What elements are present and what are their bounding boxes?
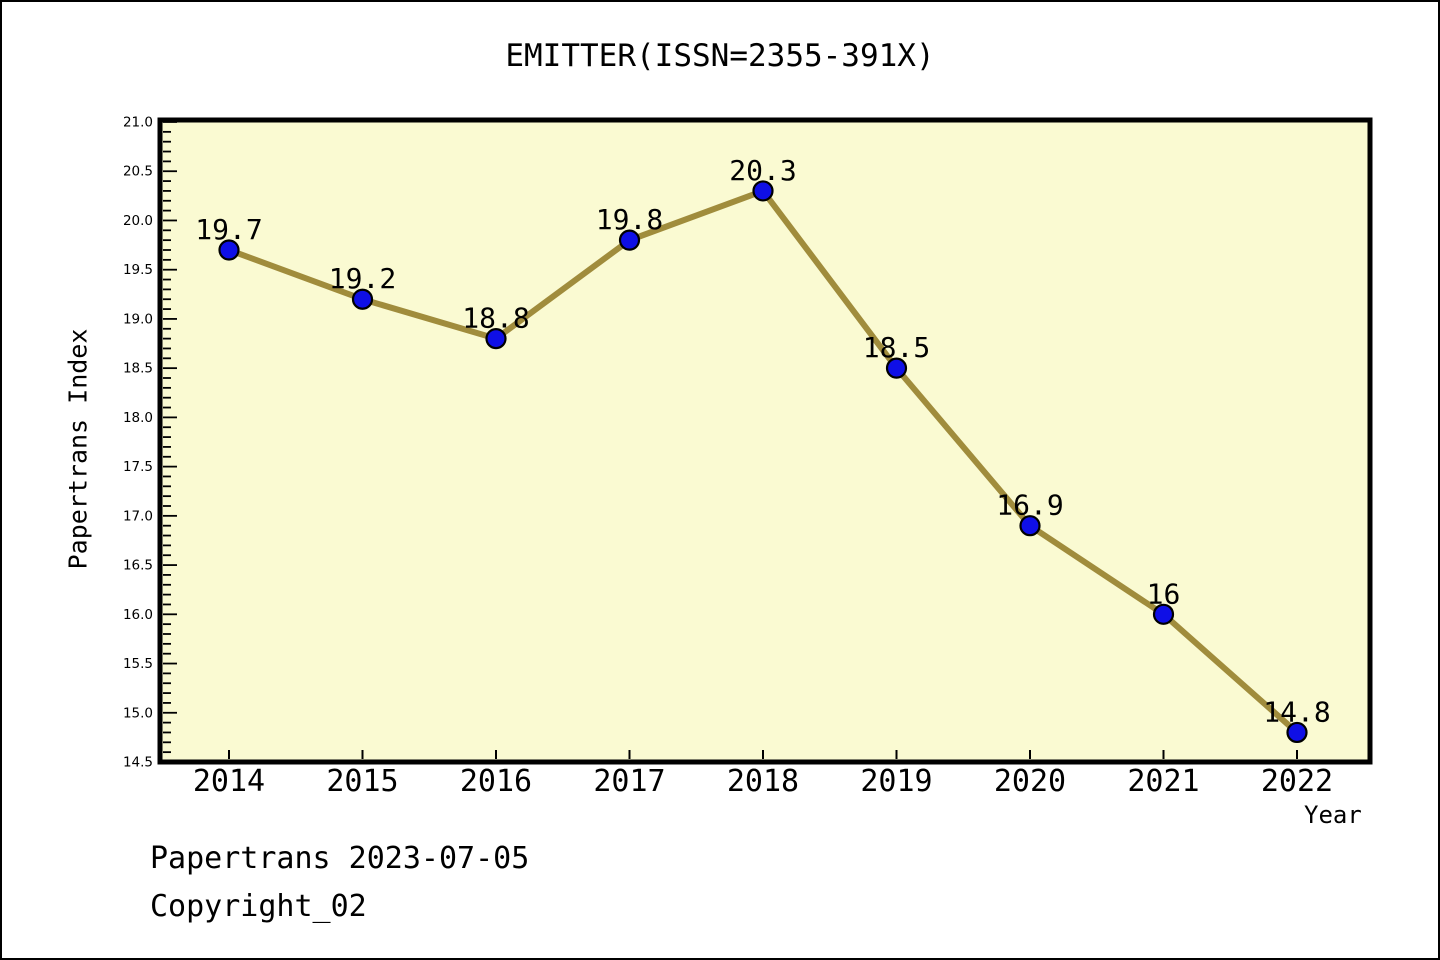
footer-source-date: Papertrans 2023-07-05 xyxy=(150,841,530,876)
y-tick-label: 17.0 xyxy=(123,508,153,524)
y-tick-label: 20.0 xyxy=(123,213,153,229)
y-tick-label: 19.0 xyxy=(123,311,153,327)
y-tick-label: 20.5 xyxy=(123,164,153,180)
point-label: 14.8 xyxy=(1263,695,1330,728)
x-tick-label: 2020 xyxy=(994,764,1066,799)
point-label: 19.2 xyxy=(329,262,396,295)
x-tick-label: 2018 xyxy=(727,764,799,799)
y-tick-label: 19.5 xyxy=(123,262,153,278)
y-tick-label: 15.0 xyxy=(123,705,153,721)
point-label: 20.3 xyxy=(729,154,796,187)
data-point xyxy=(1152,603,1175,625)
x-tick-label: 2016 xyxy=(460,764,532,799)
chart-title: EMITTER(ISSN=2355-391X) xyxy=(505,38,935,74)
data-point xyxy=(618,229,641,251)
x-tick-label: 2017 xyxy=(593,764,665,799)
data-point xyxy=(752,180,774,202)
x-axis-title: Year xyxy=(1304,801,1362,829)
data-point xyxy=(218,239,240,261)
y-tick-label: 16.0 xyxy=(123,607,153,623)
y-tick-label: 18.5 xyxy=(123,361,153,377)
x-tick-label: 2022 xyxy=(1261,764,1333,799)
y-tick-label: 21.0 xyxy=(123,115,153,131)
point-label: 18.5 xyxy=(863,331,930,364)
y-tick-label: 17.5 xyxy=(123,459,153,475)
x-tick-label: 2019 xyxy=(860,764,932,799)
footer-copyright: Copyright_02 xyxy=(150,889,367,924)
x-tick-label: 2021 xyxy=(1127,764,1199,799)
data-point xyxy=(885,357,908,379)
plot-area xyxy=(160,120,1370,762)
point-label: 19.8 xyxy=(596,203,663,236)
point-label: 18.8 xyxy=(462,302,529,335)
data-point xyxy=(351,288,374,310)
y-tick-label: 14.5 xyxy=(123,755,153,771)
y-tick-label: 16.5 xyxy=(123,558,153,574)
data-point xyxy=(485,328,507,350)
point-label: 19.7 xyxy=(195,213,262,246)
y-tick-label: 15.5 xyxy=(123,656,153,672)
plot-border xyxy=(157,117,1373,765)
x-tick-label: 2015 xyxy=(326,764,398,799)
data-point xyxy=(1286,721,1308,744)
point-label: 16.9 xyxy=(996,489,1063,522)
data-point xyxy=(1019,515,1041,537)
x-tick-label: 2014 xyxy=(193,764,265,799)
point-label: 16 xyxy=(1147,577,1181,610)
y-tick-label: 18.0 xyxy=(123,410,153,426)
